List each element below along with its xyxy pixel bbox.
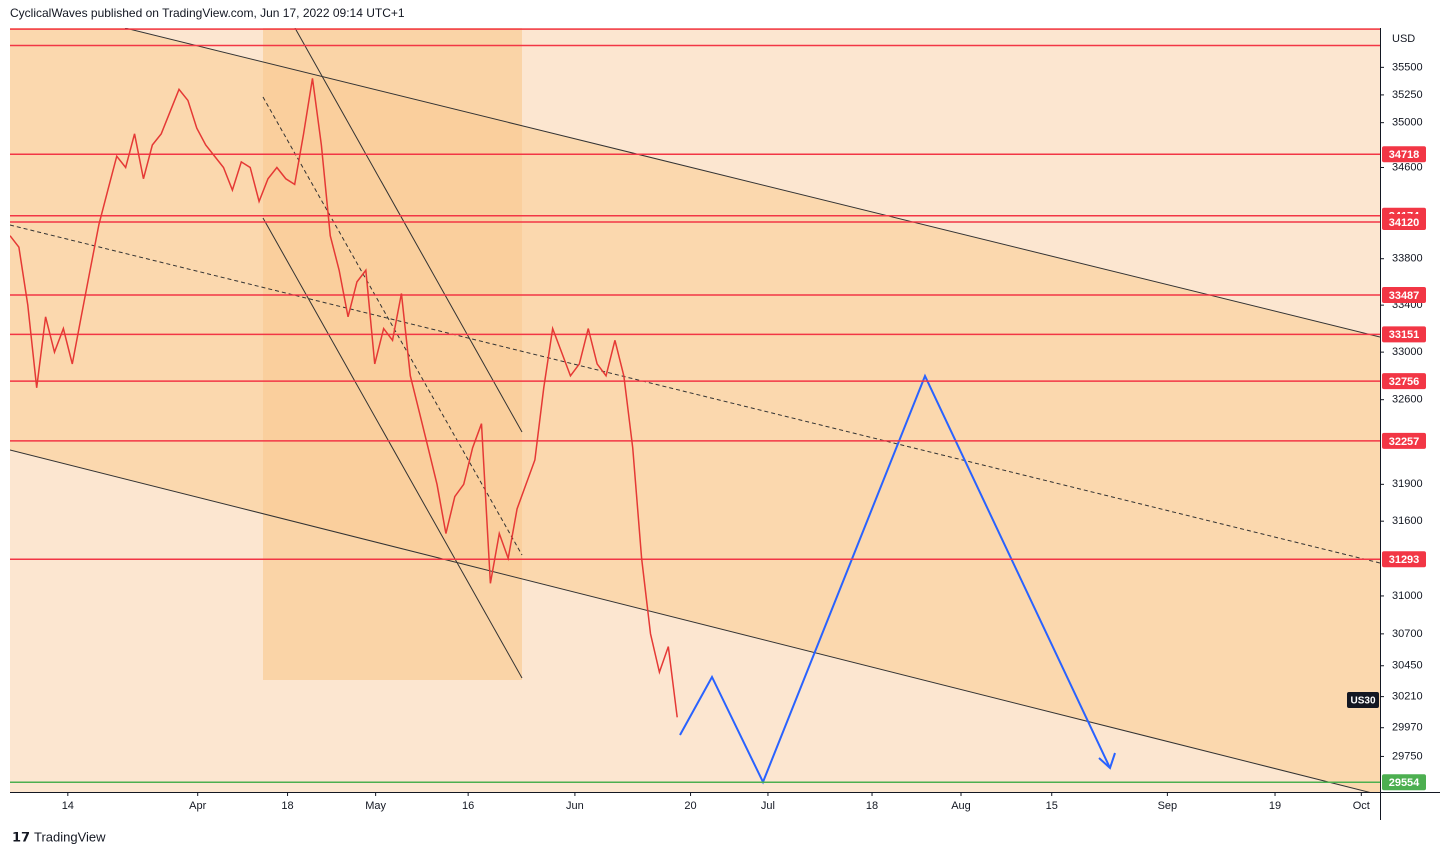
y-tick-label: 35250 [1392,89,1423,101]
level-label: 34718 [1389,149,1420,161]
y-tick-label: 29750 [1392,750,1423,762]
y-tick-label: 30700 [1392,628,1423,640]
x-tick-label: Apr [189,800,206,812]
x-tick-label: 14 [62,800,74,812]
y-tick-label: 35500 [1392,61,1423,73]
x-tick-label: 18 [866,800,878,812]
level-label: 32756 [1389,376,1420,388]
x-tick-label: 19 [1269,800,1281,812]
price-line [10,78,678,718]
footer-logo: 𝟭𝟳 [12,829,30,844]
y-tick-label: 30210 [1392,691,1423,703]
x-tick-label: 16 [462,800,474,812]
y-tick-label: 33800 [1392,253,1423,265]
y-tick-label: 30450 [1392,660,1423,672]
level-tag [1382,432,1426,449]
level-label: 31293 [1389,554,1420,566]
level-label: 33487 [1389,290,1420,302]
x-tick-label: Oct [1353,800,1370,812]
series-layer [10,28,1380,783]
x-tick-label: Jun [566,800,584,812]
projection-arrow [1098,752,1116,770]
y-tick-label: 31600 [1392,515,1423,527]
currency: USD [1392,33,1415,45]
level-tag [1382,551,1426,568]
level-tag [1382,286,1426,303]
level-tag [1382,774,1426,791]
y-tick-label: 32600 [1392,394,1423,406]
x-tick-label: Aug [951,800,971,812]
x-tick-label: 20 [684,800,696,812]
symbol-label: US30 [1350,696,1375,707]
level-tag [1382,213,1426,230]
y-tick-label: 35000 [1392,117,1423,129]
drawings [10,28,1380,792]
level-tag [1382,146,1426,163]
symbol-tag [1347,692,1379,708]
x-tick-label: Sep [1158,800,1178,812]
header: CyclicalWaves published on TradingView.c… [10,6,405,20]
trend-line [10,449,1371,792]
y-tick-label: 31900 [1392,478,1423,490]
trend-line [124,28,1380,338]
level-label: 33151 [1389,329,1420,341]
footer: TradingView [34,829,106,844]
y-tick-label: 29970 [1392,722,1423,734]
steep-channel [263,28,522,680]
level-label: 29554 [1389,777,1420,789]
y-tick-label: 33000 [1392,346,1423,358]
x-tick-label: 18 [281,800,293,812]
x-tick-label: May [365,800,386,812]
level-tag [1382,326,1426,343]
level-label: 34120 [1389,217,1420,229]
trend-line [294,28,523,433]
y-tick-label: 31000 [1392,590,1423,602]
y-tick-label: 34600 [1392,161,1423,173]
x-tick-label: 15 [1046,800,1058,812]
level-label: 32257 [1389,436,1420,448]
level-tag [1382,373,1426,390]
x-tick-label: Jul [761,800,775,812]
mid-line [262,96,523,556]
